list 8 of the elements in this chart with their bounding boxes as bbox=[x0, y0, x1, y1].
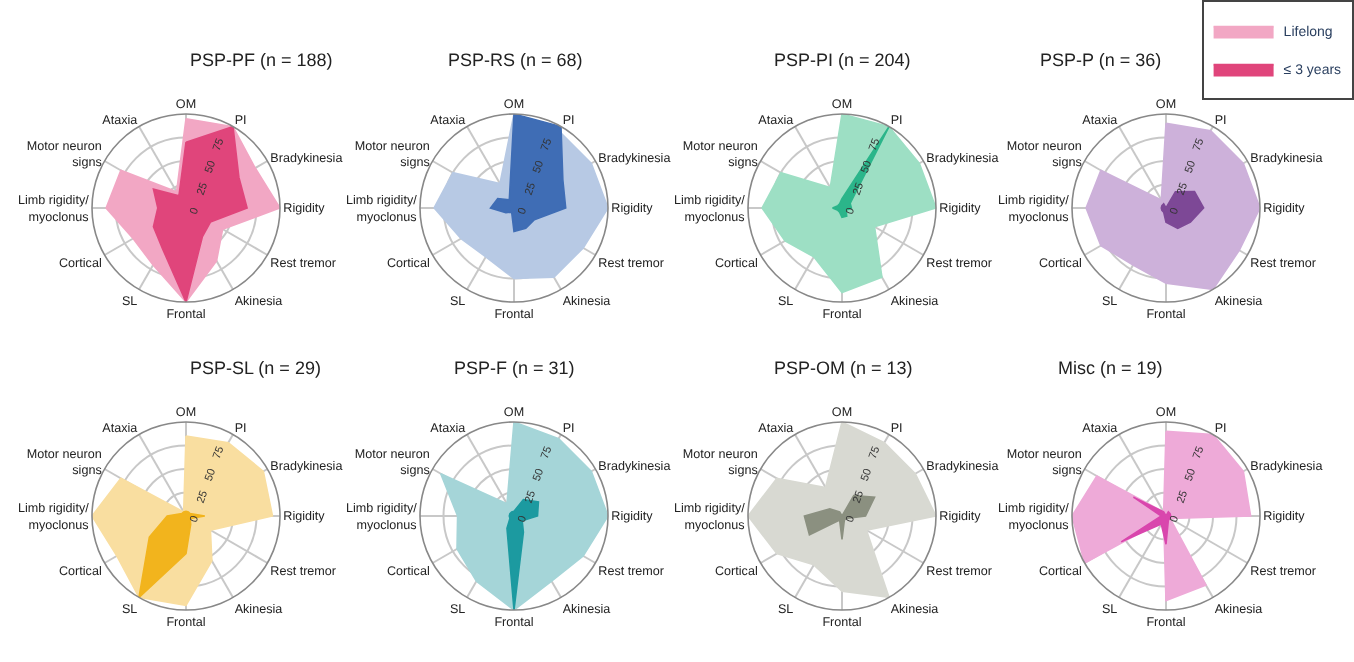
chart-title: PSP-RS (n = 68) bbox=[448, 50, 583, 70]
chart-title: PSP-OM (n = 13) bbox=[774, 358, 913, 378]
chart-title: PSP-PI (n = 204) bbox=[774, 50, 911, 70]
text: PSP-PF (n = 188) bbox=[190, 50, 333, 70]
chart-title: PSP-F (n = 31) bbox=[454, 358, 575, 378]
chart-title: Misc (n = 19) bbox=[1058, 358, 1163, 378]
chart-title: PSP-P (n = 36) bbox=[1040, 50, 1162, 70]
chart-title: PSP-SL (n = 29) bbox=[190, 358, 321, 378]
